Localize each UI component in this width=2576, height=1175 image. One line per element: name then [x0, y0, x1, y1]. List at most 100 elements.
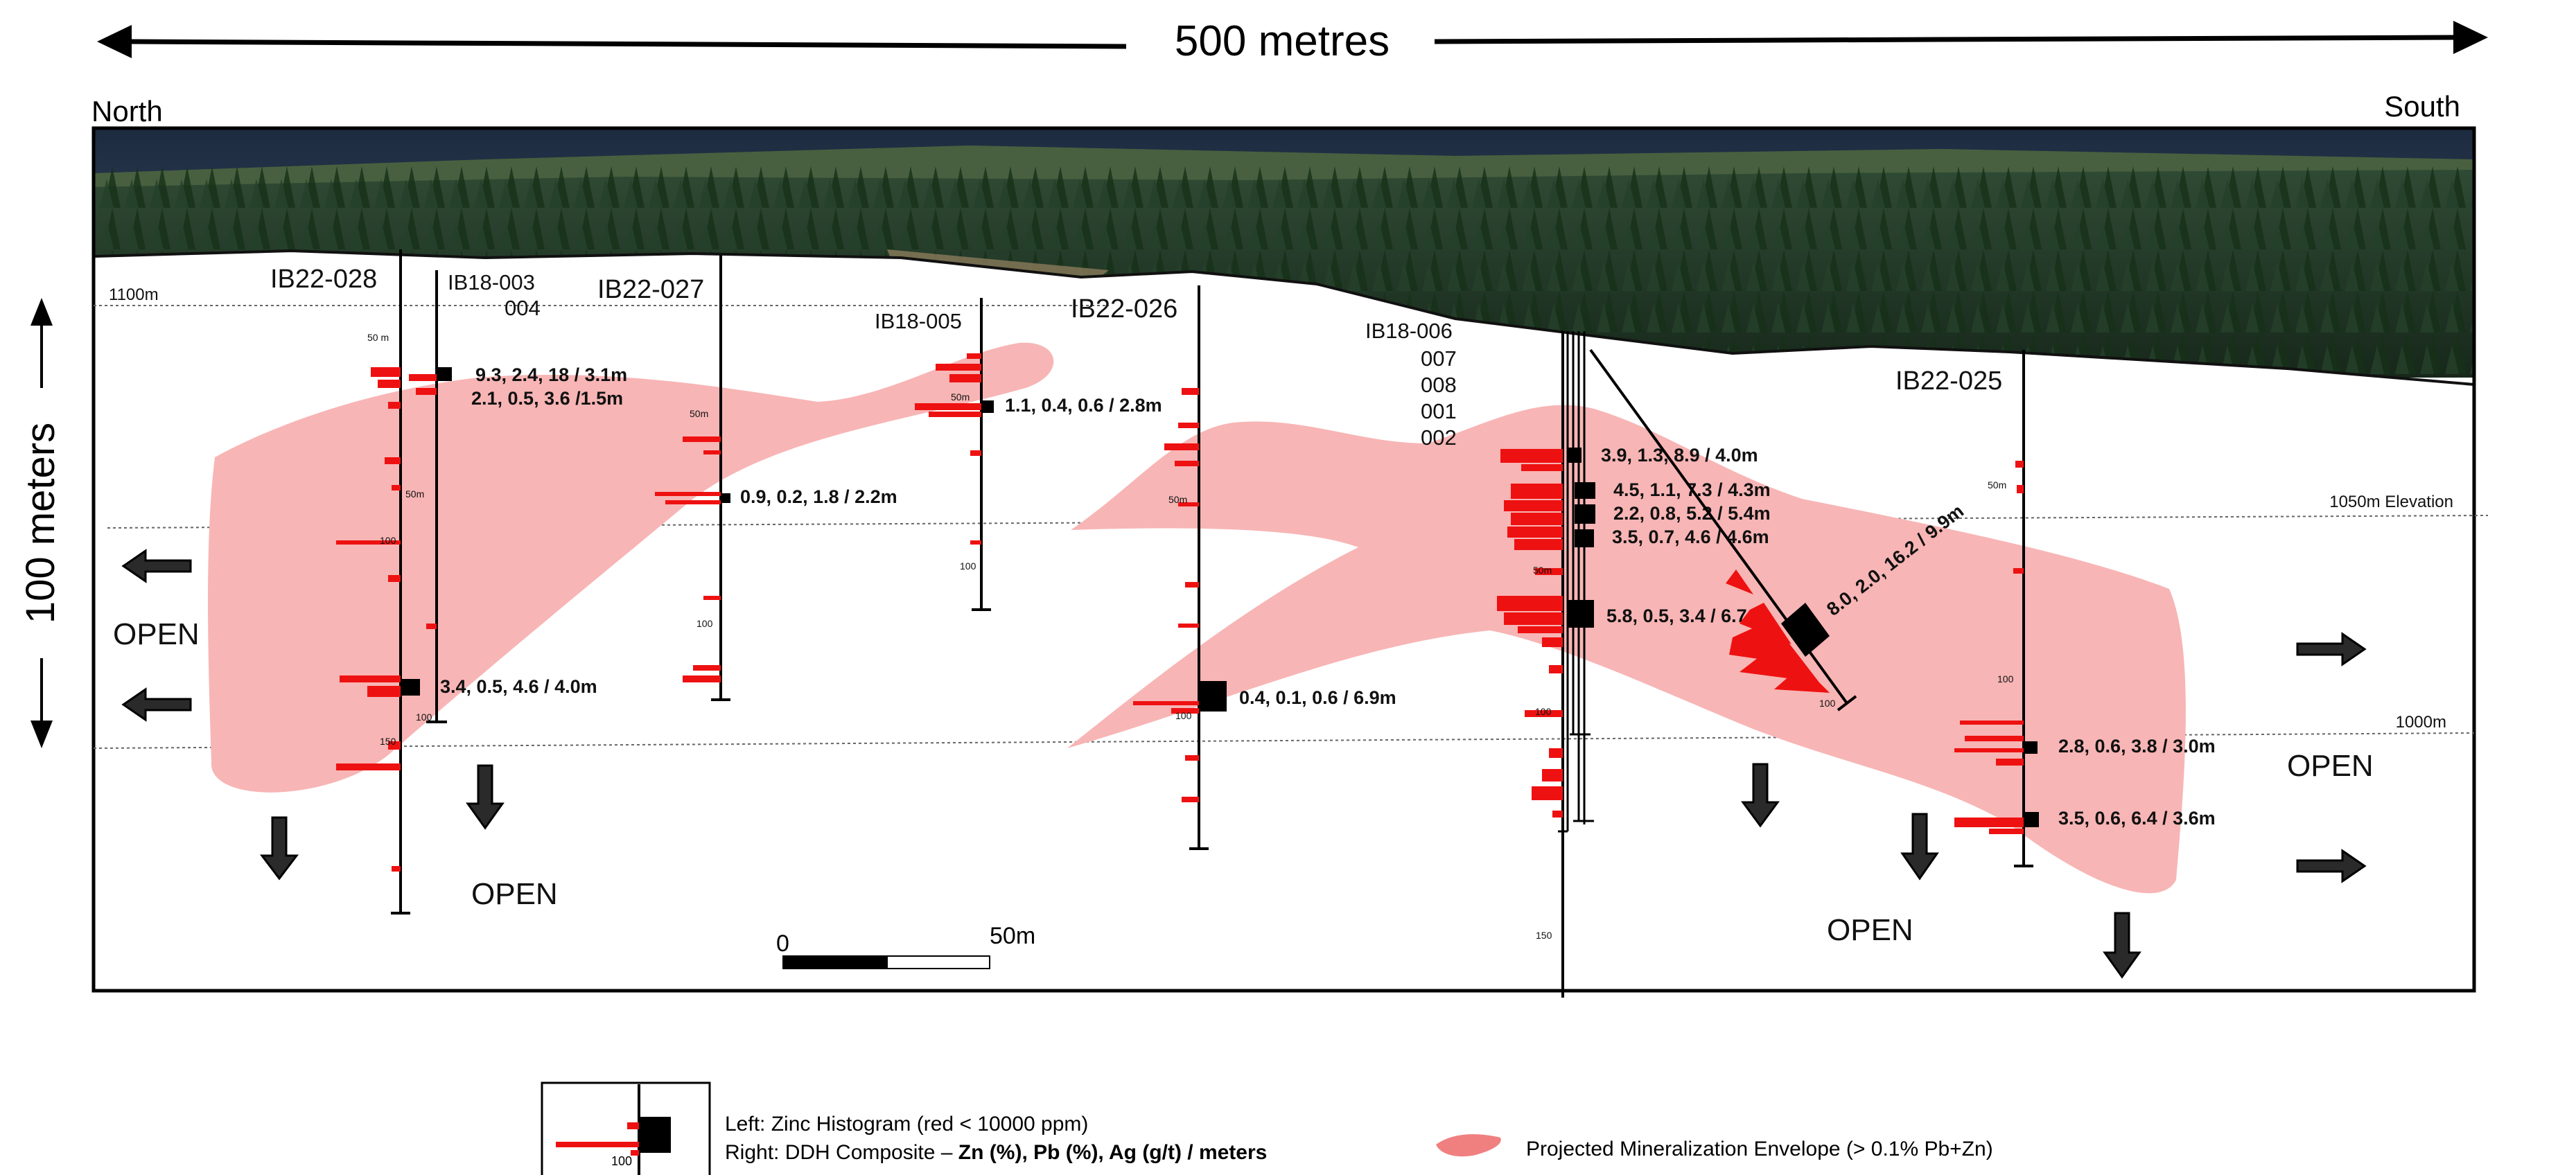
arrow-down-icon: [1900, 813, 1939, 881]
open-label: OPEN: [471, 877, 558, 911]
composite-label: 3.9, 1.3, 8.9 / 4.0m: [1601, 445, 1758, 466]
composite-bar: [1781, 603, 1830, 657]
depth-tick: 100: [1535, 706, 1552, 717]
composite-label: 3.5, 0.6, 6.4 / 3.6m: [2058, 808, 2216, 829]
open-label: OPEN: [2287, 749, 2374, 783]
hole-label: IB18-003: [448, 270, 535, 294]
depth-tick: 50 m: [367, 332, 389, 343]
legend-line2: Right: DDH Composite – Zn (%), Pb (%), A…: [725, 1141, 1267, 1164]
arrow-down-icon: [259, 816, 299, 881]
depth-tick: 50m: [1533, 565, 1552, 576]
depth-tick: 150: [380, 736, 396, 747]
arrow-left-icon: [121, 549, 192, 583]
depth-tick: 150: [1536, 930, 1552, 941]
envelope-south: [1067, 405, 2186, 894]
composite-label: 0.4, 0.1, 0.6 / 6.9m: [1239, 687, 1396, 708]
scale-fifty: 50m: [990, 923, 1035, 949]
vertical-scale-label: 100 meters: [18, 423, 63, 624]
hole-label: 008: [1421, 373, 1457, 397]
scale-label: 500 metres: [1175, 17, 1390, 65]
composite-bar: [2025, 741, 2038, 754]
hole-label: IB22-028: [270, 265, 377, 294]
composite-label: 5.8, 0.5, 3.4 / 6.7m: [1606, 606, 1764, 626]
legend-envelope-label: Projected Mineralization Envelope (> 0.1…: [1526, 1138, 1993, 1160]
open-arrows: [121, 549, 2367, 979]
hole-label: IB22-026: [1071, 294, 1177, 324]
elevation-1100: 1100m: [109, 285, 159, 304]
arrow-left-icon: [121, 687, 192, 722]
depth-tick: 100: [1997, 673, 2014, 684]
hole-ib22-027: IB22-027 50m 100 0.9, 0.2, 1.8 / 2.2m: [597, 255, 897, 701]
elevation-lines: 1100m 1050m Elevation 1000m: [93, 285, 2489, 749]
composite-bar: [1575, 504, 1595, 524]
arrow-down-icon: [1741, 763, 1780, 828]
arrow-left-head: [97, 25, 132, 58]
arrow-right-icon: [2296, 632, 2367, 666]
composite-bar: [2025, 812, 2039, 827]
top-scale-arrow: 500 metres: [97, 17, 2488, 65]
arrow-right-icon: [2296, 849, 2367, 883]
hole-ib22-028: IB22-028 50 m 100 150 3.4, 0.5, 4.6 / 4.…: [270, 249, 597, 915]
legend-envelope-swatch: [1436, 1134, 1501, 1157]
zinc-histogram: [915, 353, 981, 545]
legend-line2-bold: Zn (%), Pb (%), Ag (g/t) / meters: [958, 1141, 1268, 1164]
hole-label: 007: [1421, 346, 1457, 371]
hole-ib18-003: IB18-003 004 50m 100 9.3, 2.4, 18 / 3.1m…: [405, 270, 627, 723]
composite-label: 1.1, 0.4, 0.6 / 2.8m: [1005, 395, 1162, 416]
legend: 100 Left: Zinc Histogram (red < 10000 pp…: [541, 1081, 1993, 1175]
zinc-histogram: [336, 367, 401, 872]
composite-bar: [402, 679, 420, 696]
legend-depth-tick: 100: [611, 1154, 632, 1168]
open-label: OPEN: [1827, 913, 1913, 947]
composite-bar: [1200, 681, 1227, 712]
hole-label: IB18-005: [875, 309, 962, 333]
hole-label: IB18-006: [1365, 319, 1453, 343]
vertical-scale: 100 meters: [18, 298, 63, 748]
north-label: North: [91, 95, 163, 127]
hole-label: 004: [505, 296, 541, 320]
hole-ib22-026: IB22-026 50m 100 0.4, 0.1, 0.6 / 6.9m: [1071, 285, 1396, 850]
composite-label: 9.3, 2.4, 18 / 3.1m: [475, 364, 627, 385]
depth-tick: 50m: [1988, 479, 2006, 491]
composite-bar: [1568, 600, 1594, 628]
zinc-histogram: [409, 374, 437, 629]
composite-bar: [1568, 448, 1581, 463]
composite-label: 3.5, 0.7, 4.6 / 4.6m: [1612, 527, 1769, 547]
depth-tick: 100: [380, 535, 396, 546]
topography-line: [93, 249, 2475, 386]
hole-label: 001: [1421, 399, 1457, 423]
depth-tick: 50m: [405, 488, 424, 500]
landscape-photo: [94, 128, 2474, 378]
depth-tick: 50m: [1168, 494, 1187, 505]
hole-ib18-005: IB18-005 50m 100 1.1, 0.4, 0.6 / 2.8m: [875, 298, 1162, 611]
open-label: OPEN: [113, 617, 200, 651]
depth-tick: 100: [416, 712, 432, 723]
zinc-histogram: [655, 436, 721, 682]
composite-bar: [438, 367, 452, 381]
elevation-1000: 1000m: [2396, 713, 2446, 732]
hole-ib22-025: IB22-025 50m 100 2.8, 0.6, 3.8 / 3.0m 3.…: [1895, 350, 2216, 867]
depth-tick: 50m: [951, 391, 970, 403]
section-panel: [91, 126, 2476, 993]
composite-label: 2.8, 0.6, 3.8 / 3.0m: [2058, 736, 2216, 757]
legend-histogram-icon: 100: [541, 1081, 711, 1175]
composite-label: 2.1, 0.5, 3.6 /1.5m: [471, 388, 623, 409]
depth-tick: 100: [1819, 698, 1836, 709]
zinc-histogram: [1954, 461, 2024, 834]
composite-label: 0.9, 0.2, 1.8 / 2.2m: [740, 486, 897, 507]
composite-bar: [1575, 529, 1594, 547]
legend-line2-prefix: Right: DDH Composite –: [725, 1141, 958, 1164]
composite-bar: [983, 400, 994, 413]
composite-label: 3.4, 0.5, 4.6 / 4.0m: [440, 676, 597, 697]
arrow-down-icon: [466, 764, 505, 830]
arrow-right-head: [2453, 21, 2488, 54]
depth-tick: 50m: [690, 408, 708, 419]
scale-zero: 0: [776, 930, 789, 957]
hole-label: IB22-025: [1895, 366, 2002, 396]
composite-bar: [722, 493, 730, 503]
south-label: South: [2384, 90, 2460, 123]
hole-label: 002: [1421, 425, 1457, 450]
depth-tick: 100: [696, 618, 713, 629]
scale-bar-50m: 0 50m: [776, 923, 1035, 969]
